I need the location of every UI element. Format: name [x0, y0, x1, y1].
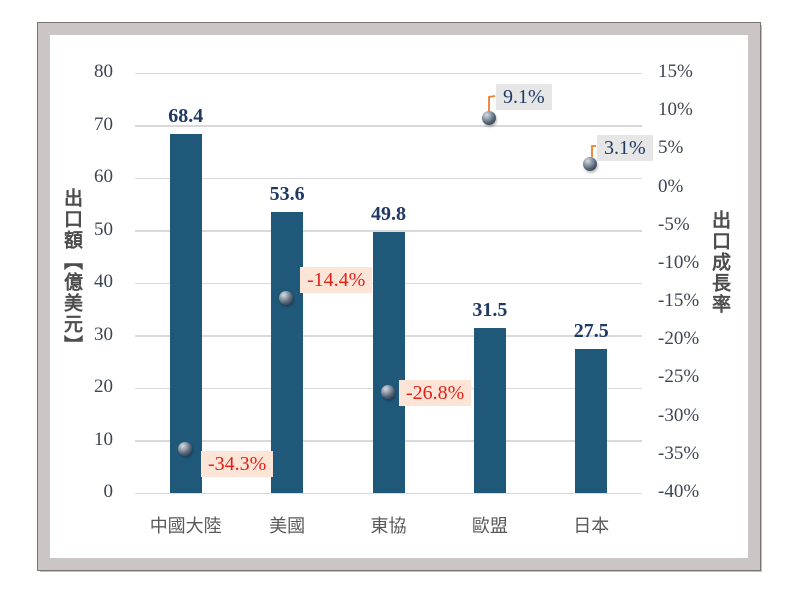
bar-value-label: 31.5: [472, 298, 508, 321]
gridline: [135, 230, 642, 232]
gridline: [135, 125, 642, 127]
right-axis-tick: 15%: [658, 61, 693, 82]
export-bar: [169, 133, 202, 493]
left-axis-tick: 50: [94, 218, 113, 240]
left-axis-tick: 0: [103, 481, 114, 502]
right-axis-tick: -20%: [658, 328, 700, 350]
right-axis-title: 出口成長率: [709, 210, 730, 315]
left-axis-tick: 30: [94, 323, 113, 345]
growth-marker: [380, 385, 395, 400]
export-bar: [575, 348, 608, 493]
bar-value-label: 27.5: [573, 319, 609, 342]
right-axis-tick: -35%: [658, 442, 700, 464]
growth-annotation: -34.3%: [201, 451, 274, 477]
left-axis-title: 出口額【億美元】: [61, 188, 82, 356]
bar-value-label: 53.6: [269, 182, 305, 205]
bar-value-label: 68.4: [168, 104, 204, 127]
growth-leader-line: [488, 95, 496, 111]
left-axis-tick: 40: [94, 271, 113, 292]
growth-leader-line: [591, 145, 596, 157]
right-axis-tick: -25%: [658, 366, 700, 388]
category-label: 日本: [573, 516, 610, 536]
category-label: 歐盟: [471, 516, 508, 536]
left-axis-tick: 20: [94, 376, 113, 397]
gridline: [135, 177, 642, 179]
growth-marker: [481, 111, 496, 126]
export-bar: [473, 327, 506, 493]
growth-marker: [583, 156, 598, 171]
growth-annotation: -26.8%: [399, 380, 472, 406]
bar-value-label: 49.8: [371, 202, 406, 225]
category-label: 美國: [269, 516, 306, 536]
right-axis-tick: -30%: [658, 404, 700, 426]
export-bar: [372, 231, 405, 493]
growth-marker: [279, 290, 294, 305]
right-axis-tick: -10%: [658, 251, 700, 273]
right-axis-tick: -5%: [658, 213, 690, 235]
right-axis-tick: 10%: [658, 99, 693, 121]
export-bar: [271, 211, 304, 493]
growth-annotation: 9.1%: [496, 84, 552, 110]
right-axis-tick: 5%: [658, 137, 684, 159]
right-axis-tick: -15%: [658, 290, 700, 312]
right-axis-tick: -40%: [658, 481, 700, 502]
gridline: [135, 492, 642, 494]
right-axis-tick: 0%: [658, 175, 684, 197]
gridline: [135, 72, 642, 74]
left-axis-tick: 10: [94, 428, 113, 450]
left-axis-tick: 60: [94, 166, 113, 187]
left-axis-tick: 70: [94, 113, 113, 135]
left-axis-tick: 80: [94, 61, 113, 82]
growth-annotation: 3.1%: [597, 135, 653, 161]
category-label: 東協: [370, 516, 407, 536]
growth-marker: [177, 442, 192, 457]
growth-annotation: -14.4%: [300, 267, 373, 293]
category-label: 中國大陸: [149, 516, 222, 536]
